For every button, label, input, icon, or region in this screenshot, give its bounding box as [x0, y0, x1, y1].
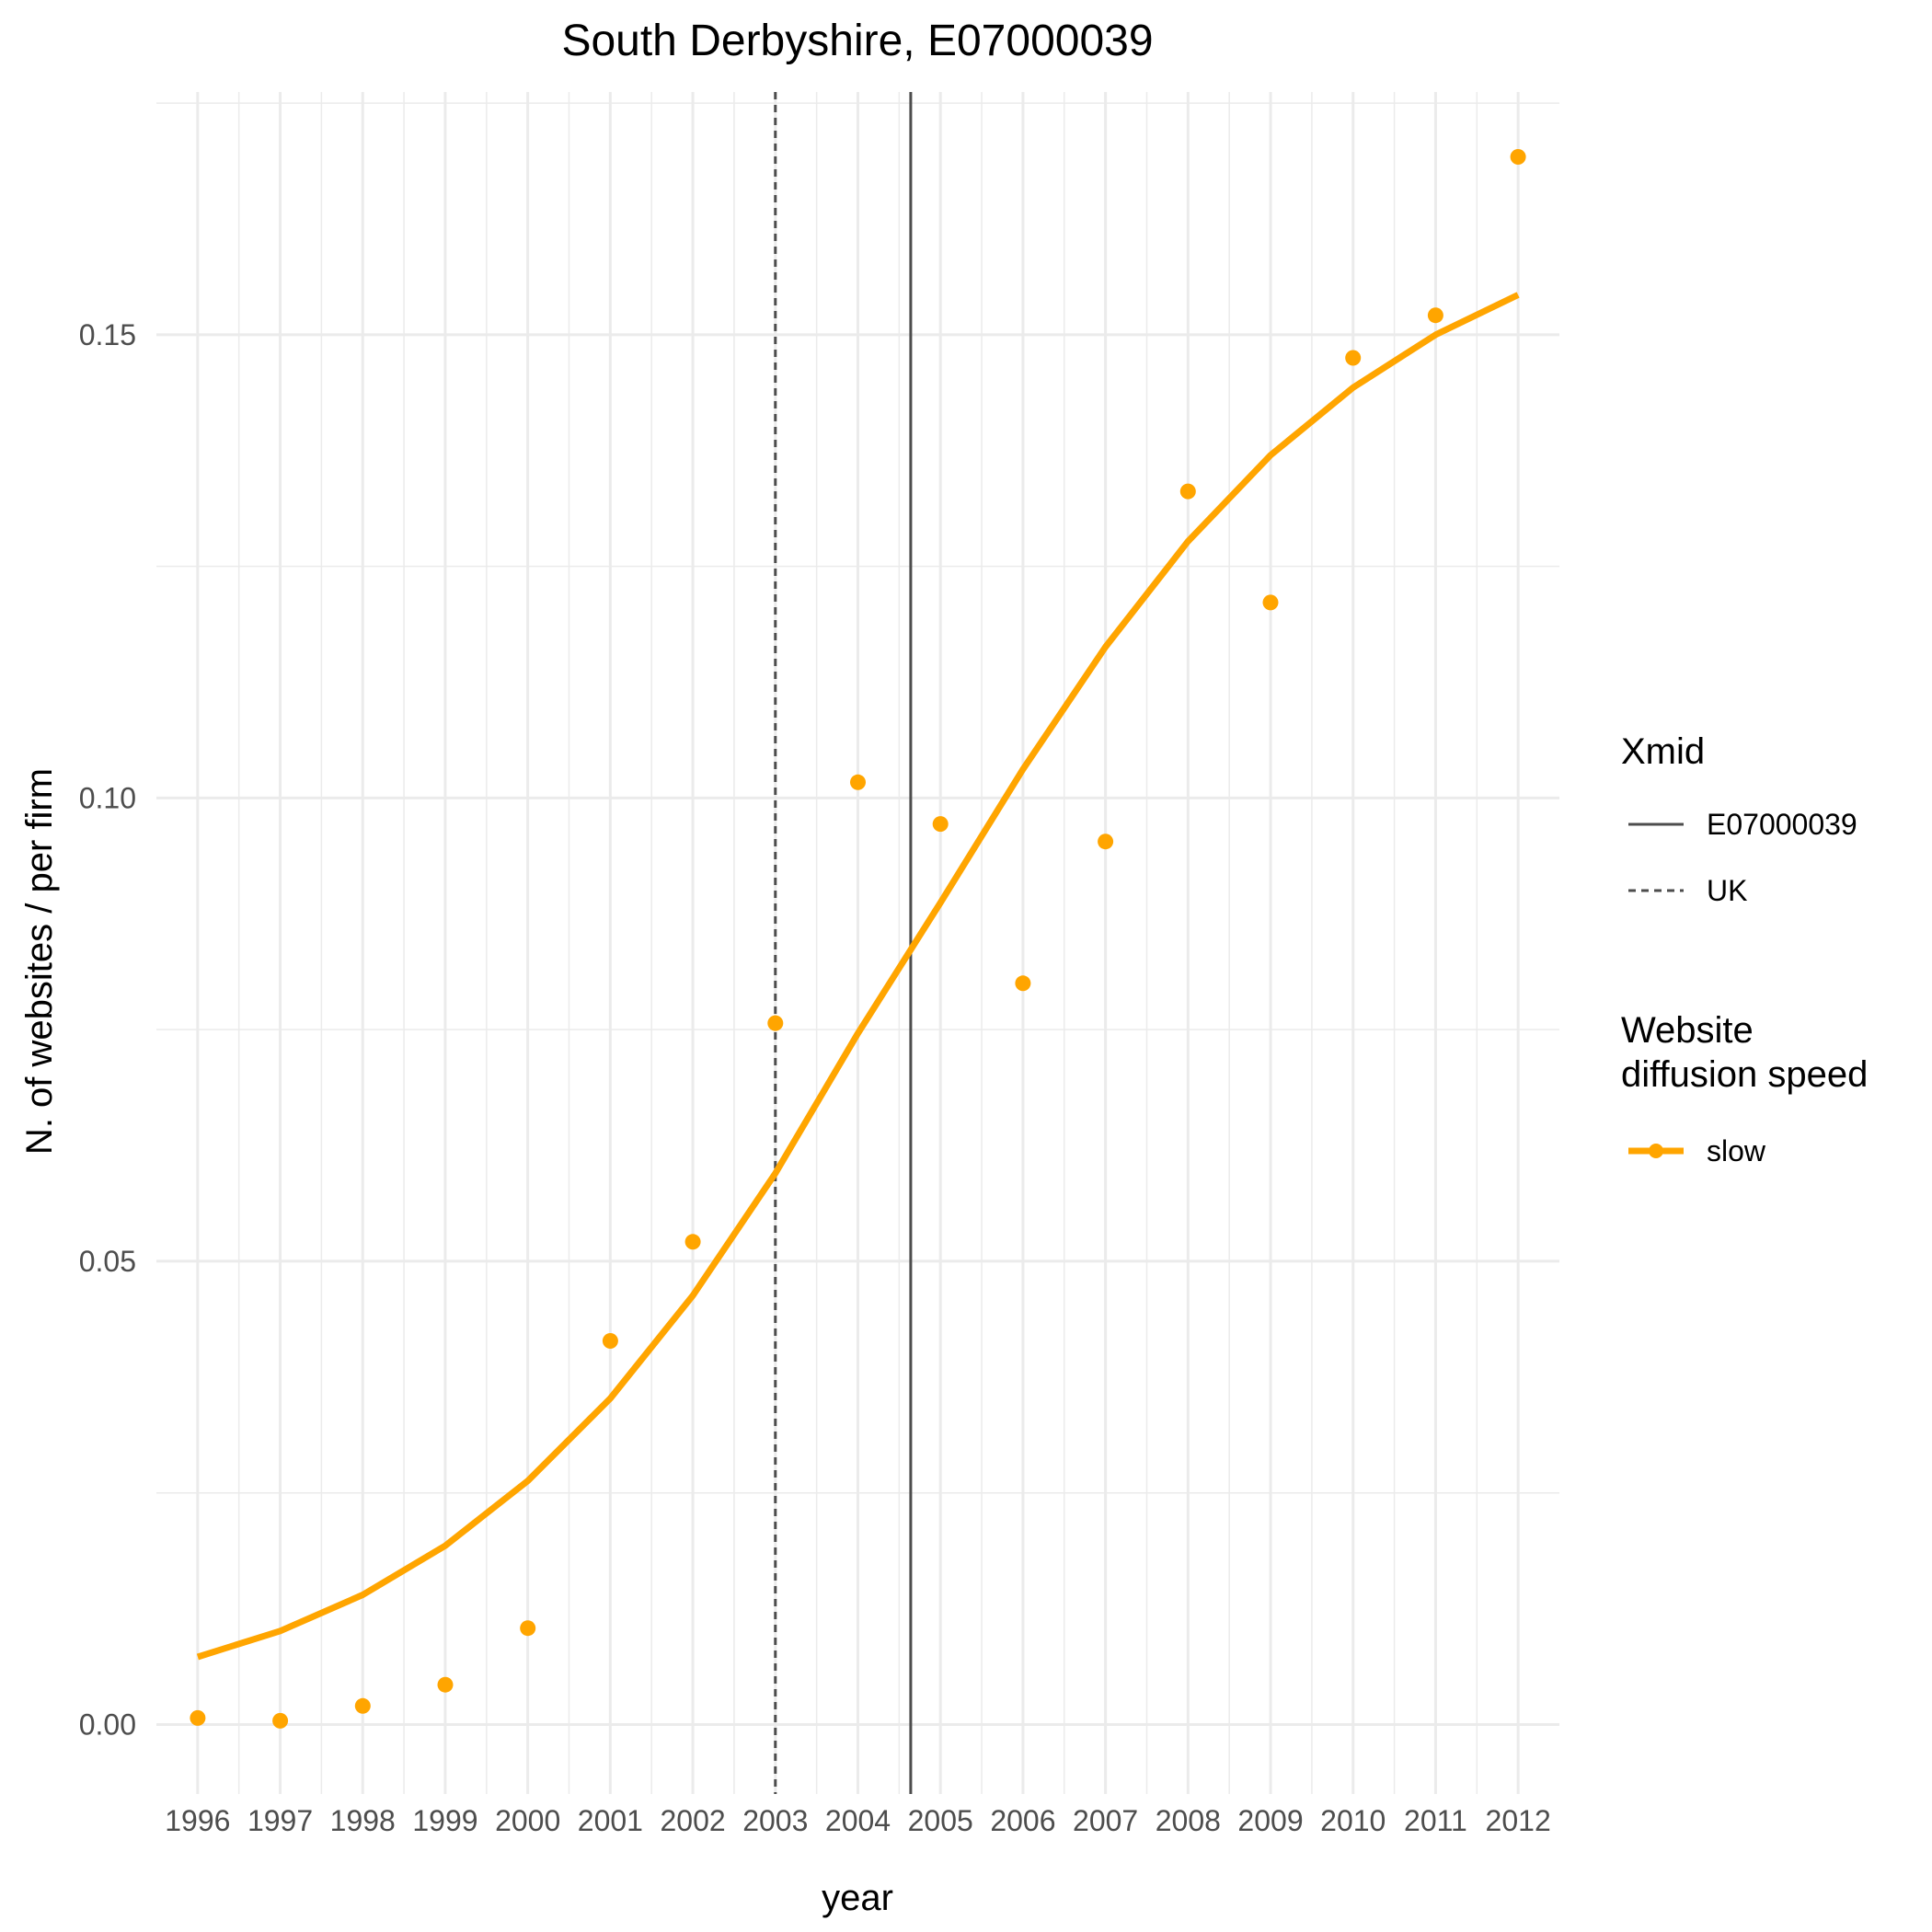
y-axis-title: N. of websites / per firm [19, 768, 60, 1155]
legend-speed-label-slow: slow [1707, 1134, 1766, 1167]
major-gridlines [156, 92, 1559, 1794]
data-point-2006 [1015, 975, 1031, 992]
x-tick-label-2010: 2010 [1320, 1804, 1386, 1837]
legend-xmid: Xmid E07000039 UK [1621, 731, 1857, 907]
data-point-2010 [1345, 350, 1362, 366]
data-point-2004 [850, 774, 866, 790]
fit-line-slow [196, 292, 1520, 1661]
x-tick-label-2011: 2011 [1404, 1804, 1467, 1837]
legend-xmid-label-uk: UK [1707, 874, 1747, 907]
x-axis-title: year [822, 1878, 893, 1918]
x-tick-label-2001: 2001 [578, 1804, 643, 1837]
x-tick-label-2008: 2008 [1156, 1804, 1221, 1837]
y-tick-label: 0.05 [79, 1245, 136, 1278]
y-tick-label: 0.10 [79, 781, 136, 814]
x-tick-label-2006: 2006 [990, 1804, 1055, 1837]
reference-lines [774, 92, 913, 1794]
data-point-2012 [1510, 149, 1526, 165]
x-tick-label-2004: 2004 [825, 1804, 891, 1837]
data-point-2005 [932, 816, 949, 833]
legend-speed-title-line2: diffusion speed [1621, 1054, 1868, 1095]
data-point-2011 [1427, 307, 1443, 324]
chart-title: South Derbyshire, E07000039 [561, 17, 1153, 65]
y-tick-label: 0.00 [79, 1708, 136, 1741]
x-tick-label-1999: 1999 [412, 1804, 477, 1837]
data-point-1996 [190, 1709, 206, 1726]
legend-xmid-title: Xmid [1621, 731, 1705, 772]
data-point-1999 [437, 1676, 454, 1693]
data-point-1998 [354, 1697, 371, 1714]
x-tick-label-1996: 1996 [165, 1804, 230, 1837]
fitted-curves [196, 292, 1520, 1661]
data-points [190, 149, 1526, 1729]
data-point-2001 [602, 1333, 618, 1349]
legend-slow-point-swatch [1649, 1144, 1663, 1158]
data-point-2000 [520, 1620, 536, 1637]
x-axis-ticks: 1996 1997 1998 1999 2000 2001 2002 2003 2004 2005… [165, 1804, 1550, 1837]
legend-speed-title-line1: Website [1621, 1010, 1754, 1051]
x-tick-label-2012: 2012 [1486, 1804, 1551, 1837]
x-tick-label-2003: 2003 [742, 1804, 808, 1837]
data-point-1997 [272, 1712, 289, 1729]
y-tick-label: 0.15 [79, 318, 136, 351]
x-tick-label-1998: 1998 [330, 1804, 396, 1837]
x-tick-label-2002: 2002 [660, 1804, 725, 1837]
data-point-2003 [767, 1015, 784, 1031]
legend-xmid-label-e07000039: E07000039 [1707, 808, 1857, 841]
data-point-2002 [684, 1234, 701, 1250]
data-point-2009 [1262, 594, 1279, 611]
x-tick-label-2009: 2009 [1237, 1804, 1303, 1837]
x-tick-label-2005: 2005 [908, 1804, 973, 1837]
data-point-2007 [1098, 834, 1114, 850]
x-tick-label-1997: 1997 [247, 1804, 313, 1837]
x-tick-label-2000: 2000 [495, 1804, 560, 1837]
x-tick-label-2007: 2007 [1073, 1804, 1138, 1837]
legend-speed: Website diffusion speed slow [1621, 1010, 1868, 1167]
y-axis-ticks: 0.00 0.05 0.10 0.15 [79, 318, 136, 1742]
data-point-2008 [1179, 483, 1196, 500]
